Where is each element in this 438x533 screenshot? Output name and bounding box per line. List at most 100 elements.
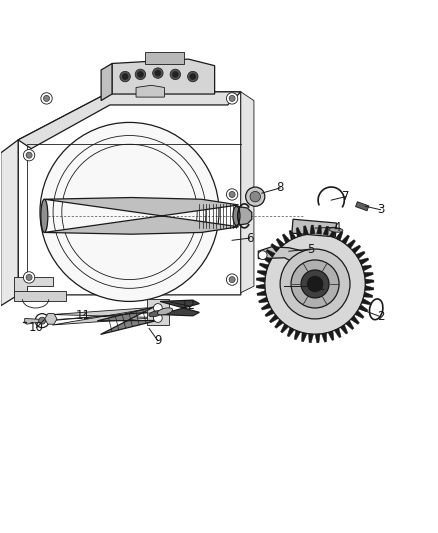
Polygon shape [160,300,199,316]
Polygon shape [259,263,268,270]
Text: 6: 6 [246,232,253,245]
Circle shape [41,93,52,104]
Polygon shape [145,52,184,64]
Circle shape [301,270,329,298]
Circle shape [40,123,219,302]
Polygon shape [44,198,239,234]
Ellipse shape [149,311,162,317]
Circle shape [280,249,350,319]
Polygon shape [269,314,279,323]
Polygon shape [347,240,356,248]
Ellipse shape [329,228,343,232]
Polygon shape [241,92,254,293]
Polygon shape [283,234,290,243]
Polygon shape [265,309,274,317]
Circle shape [226,93,238,104]
Polygon shape [310,225,315,234]
Ellipse shape [233,206,240,225]
Circle shape [43,95,49,101]
Polygon shape [321,333,327,342]
Circle shape [26,274,32,280]
Circle shape [155,70,161,76]
Polygon shape [365,279,374,284]
Polygon shape [294,330,300,340]
Circle shape [226,189,238,200]
Circle shape [23,272,35,283]
Circle shape [226,274,238,285]
Polygon shape [112,59,215,94]
Circle shape [135,69,146,79]
Polygon shape [352,245,361,253]
Polygon shape [258,297,268,303]
Polygon shape [329,228,336,238]
Text: 11: 11 [76,309,91,322]
Polygon shape [136,85,164,97]
Ellipse shape [157,308,173,315]
Circle shape [120,71,131,82]
Polygon shape [359,304,368,312]
Circle shape [122,74,128,79]
Polygon shape [147,299,169,326]
Polygon shape [275,319,283,328]
Polygon shape [359,258,369,265]
Polygon shape [1,140,18,306]
Polygon shape [296,228,302,237]
Polygon shape [266,249,275,257]
Polygon shape [336,231,343,240]
Circle shape [187,71,198,82]
Text: 4: 4 [333,221,341,233]
Circle shape [190,74,196,79]
Circle shape [152,68,163,78]
Text: 1: 1 [318,280,325,293]
Text: 10: 10 [29,321,44,334]
Polygon shape [256,284,265,289]
Circle shape [23,149,35,161]
Text: 8: 8 [276,181,284,195]
Polygon shape [308,334,314,343]
Circle shape [172,71,178,77]
Polygon shape [365,286,374,290]
Polygon shape [317,225,321,234]
Circle shape [26,152,32,158]
Circle shape [229,277,235,282]
Polygon shape [323,226,328,236]
Text: 12: 12 [181,300,196,312]
Polygon shape [334,328,341,338]
Text: 5: 5 [307,243,314,255]
Polygon shape [340,325,348,334]
Polygon shape [292,219,336,237]
Polygon shape [257,270,267,276]
Polygon shape [355,310,364,318]
Polygon shape [271,244,279,252]
Polygon shape [364,272,373,277]
Circle shape [229,191,235,198]
Polygon shape [18,92,241,149]
Polygon shape [14,290,66,302]
Text: 2: 2 [377,310,384,323]
Polygon shape [304,226,308,235]
Polygon shape [262,256,272,263]
Polygon shape [256,277,265,282]
Polygon shape [287,327,294,337]
Polygon shape [356,201,369,211]
Circle shape [307,276,323,292]
Circle shape [250,191,261,202]
Text: 9: 9 [154,334,162,347]
Polygon shape [97,307,157,334]
Ellipse shape [41,199,48,232]
Polygon shape [315,334,320,343]
Circle shape [153,304,162,312]
Polygon shape [364,292,373,297]
Circle shape [291,260,339,308]
Circle shape [229,95,235,101]
Text: 7: 7 [342,190,350,203]
Polygon shape [356,251,365,259]
Polygon shape [328,331,334,341]
Circle shape [246,187,265,206]
Polygon shape [14,277,53,295]
Circle shape [35,313,49,328]
Polygon shape [281,324,289,333]
Polygon shape [261,303,271,310]
Circle shape [265,234,365,334]
Polygon shape [301,333,307,342]
